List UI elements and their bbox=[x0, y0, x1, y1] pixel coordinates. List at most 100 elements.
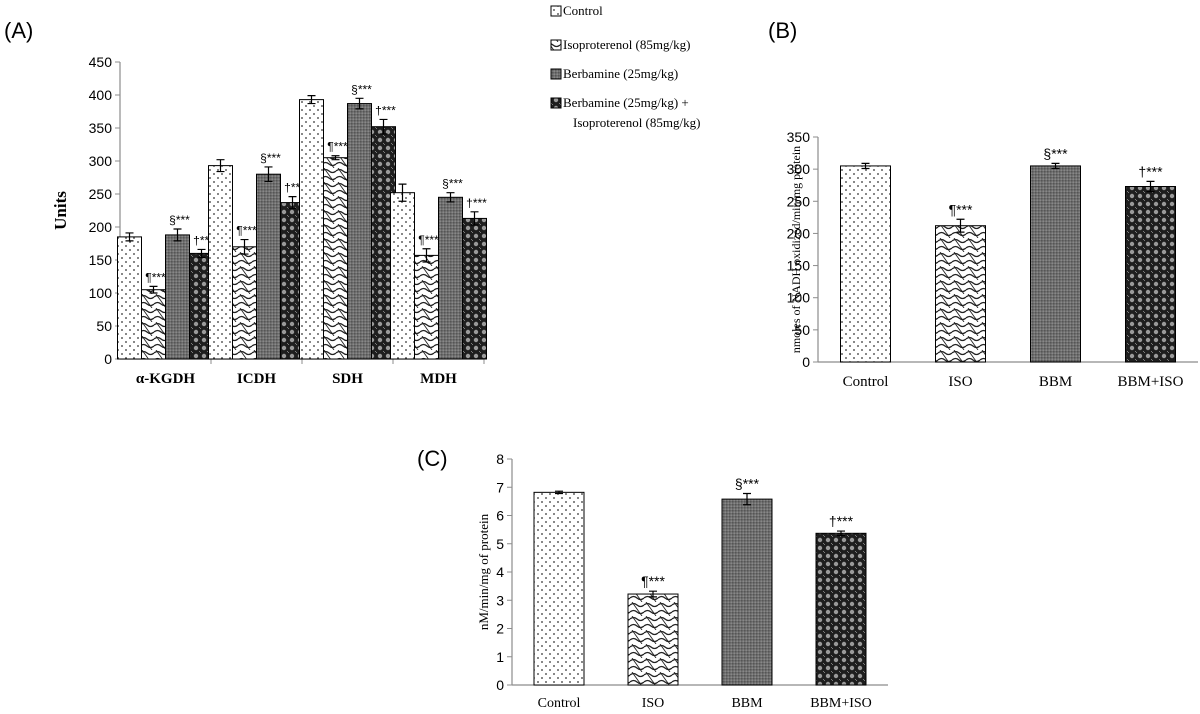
error-bar bbox=[956, 218, 965, 233]
y-tick-label: 100 bbox=[787, 290, 811, 306]
significance-label: ¶*** bbox=[145, 270, 166, 284]
error-bar bbox=[331, 155, 340, 161]
significance-label: †*** bbox=[1138, 163, 1163, 179]
legend-label: Berbamine (25mg/kg) bbox=[563, 66, 678, 81]
error-bar bbox=[125, 232, 134, 242]
bar bbox=[533, 491, 585, 686]
significance-label: ¶*** bbox=[236, 224, 257, 238]
x-tick-label: Control bbox=[843, 374, 889, 390]
y-tick-label: 400 bbox=[89, 87, 113, 103]
panel-label-a: (A) bbox=[4, 18, 33, 43]
error-bar bbox=[837, 530, 845, 537]
y-tick-label: 350 bbox=[89, 120, 113, 136]
bar bbox=[935, 225, 986, 363]
y-tick-label: 0 bbox=[104, 351, 112, 367]
bar bbox=[438, 196, 463, 360]
y-tick-label: 350 bbox=[787, 129, 811, 145]
bar bbox=[721, 498, 773, 686]
legend-item-combination: Berbamine (25mg/kg) + Isoproterenol (85m… bbox=[550, 95, 700, 130]
y-tick-label: 8 bbox=[496, 451, 504, 467]
x-tick-label: SDH bbox=[332, 371, 363, 387]
error-bar bbox=[264, 166, 273, 183]
bar bbox=[165, 234, 190, 360]
chart-c: 0 1 2 3 4 5 6 7 8 nM/min/mg of protein Control ISO ¶… bbox=[476, 451, 888, 711]
y-tick-label: 200 bbox=[787, 225, 811, 241]
significance-label: ¶*** bbox=[641, 573, 665, 589]
y-tick-label: 1 bbox=[496, 649, 504, 665]
x-tick-label: ISO bbox=[642, 696, 665, 711]
y-tick-label: 150 bbox=[787, 258, 811, 274]
y-tick-label: 7 bbox=[496, 479, 504, 495]
y-tick-label: 50 bbox=[794, 322, 810, 338]
y-tick-label: 300 bbox=[787, 161, 811, 177]
x-tick-label: MDH bbox=[420, 371, 457, 387]
y-tick-label: 2 bbox=[496, 621, 504, 637]
error-bar bbox=[216, 159, 225, 173]
bar bbox=[1030, 165, 1081, 363]
panel-label-c: (C) bbox=[417, 446, 448, 471]
significance-label: §*** bbox=[442, 177, 463, 191]
x-tick-label: α-KGDH bbox=[136, 371, 196, 387]
bar bbox=[208, 165, 233, 360]
significance-label: §*** bbox=[351, 82, 372, 96]
y-axis-label: nmoles of NADH oxidized/min/mg protein bbox=[789, 146, 803, 353]
error-bar bbox=[398, 183, 407, 202]
x-tick-label: BBM+ISO bbox=[1118, 374, 1184, 390]
legend-swatch bbox=[550, 97, 562, 109]
error-bar bbox=[288, 196, 297, 210]
y-axis-label: nM/min/mg of protein bbox=[476, 513, 491, 630]
error-bar bbox=[649, 590, 657, 598]
significance-label: §*** bbox=[260, 151, 281, 165]
x-tick-label: BBM bbox=[731, 696, 763, 711]
error-bar bbox=[743, 492, 751, 506]
y-tick-label: 5 bbox=[496, 536, 504, 552]
y-tick-label: 100 bbox=[89, 285, 113, 301]
y-tick-label: 200 bbox=[89, 219, 113, 235]
y-tick-label: 3 bbox=[496, 592, 504, 608]
error-bar bbox=[355, 97, 364, 110]
legend-item-control: Control bbox=[550, 3, 603, 18]
bar bbox=[390, 192, 415, 360]
legend-item-isoproterenol: Isoproterenol (85mg/kg) bbox=[550, 37, 690, 52]
legend-item-berbamine: Berbamine (25mg/kg) bbox=[550, 66, 678, 81]
bar bbox=[256, 173, 281, 360]
chart-a: 0 50 100 150 200 250 300 350 400 450 Units α-KGDH ¶*… bbox=[51, 54, 487, 387]
bar bbox=[815, 532, 867, 686]
panel-label-b: (B) bbox=[768, 18, 797, 43]
bar bbox=[117, 236, 142, 360]
error-bar bbox=[555, 490, 563, 495]
error-bar bbox=[861, 162, 870, 170]
legend-label: Control bbox=[563, 3, 603, 18]
error-bar bbox=[446, 192, 455, 203]
error-bar bbox=[422, 248, 431, 263]
bar bbox=[232, 246, 257, 360]
bar bbox=[299, 99, 324, 360]
bar bbox=[323, 157, 348, 360]
x-tick-label: BBM+ISO bbox=[810, 696, 872, 711]
y-tick-label: 150 bbox=[89, 252, 113, 268]
error-bar bbox=[240, 238, 249, 255]
y-tick-label: 250 bbox=[89, 186, 113, 202]
bar bbox=[627, 593, 679, 686]
bar bbox=[414, 254, 439, 360]
y-tick-label: 250 bbox=[787, 193, 811, 209]
bar bbox=[347, 103, 372, 360]
legend-swatch bbox=[550, 39, 562, 51]
error-bar bbox=[379, 118, 388, 135]
y-tick-label: 0 bbox=[496, 677, 504, 693]
significance-label: §*** bbox=[735, 475, 760, 491]
error-bar bbox=[197, 248, 206, 258]
significance-label: †*** bbox=[466, 196, 487, 210]
error-bar bbox=[470, 211, 479, 226]
error-bar bbox=[1051, 162, 1060, 170]
y-tick-label: 0 bbox=[802, 354, 810, 370]
significance-label: §*** bbox=[169, 213, 190, 227]
legend-label: Isoproterenol (85mg/kg) bbox=[563, 37, 690, 52]
significance-label: ¶*** bbox=[949, 201, 973, 217]
legend-swatch bbox=[550, 68, 562, 80]
legend-label: Berbamine (25mg/kg) + bbox=[563, 95, 689, 110]
y-tick-label: 6 bbox=[496, 508, 504, 524]
bar bbox=[840, 165, 891, 363]
